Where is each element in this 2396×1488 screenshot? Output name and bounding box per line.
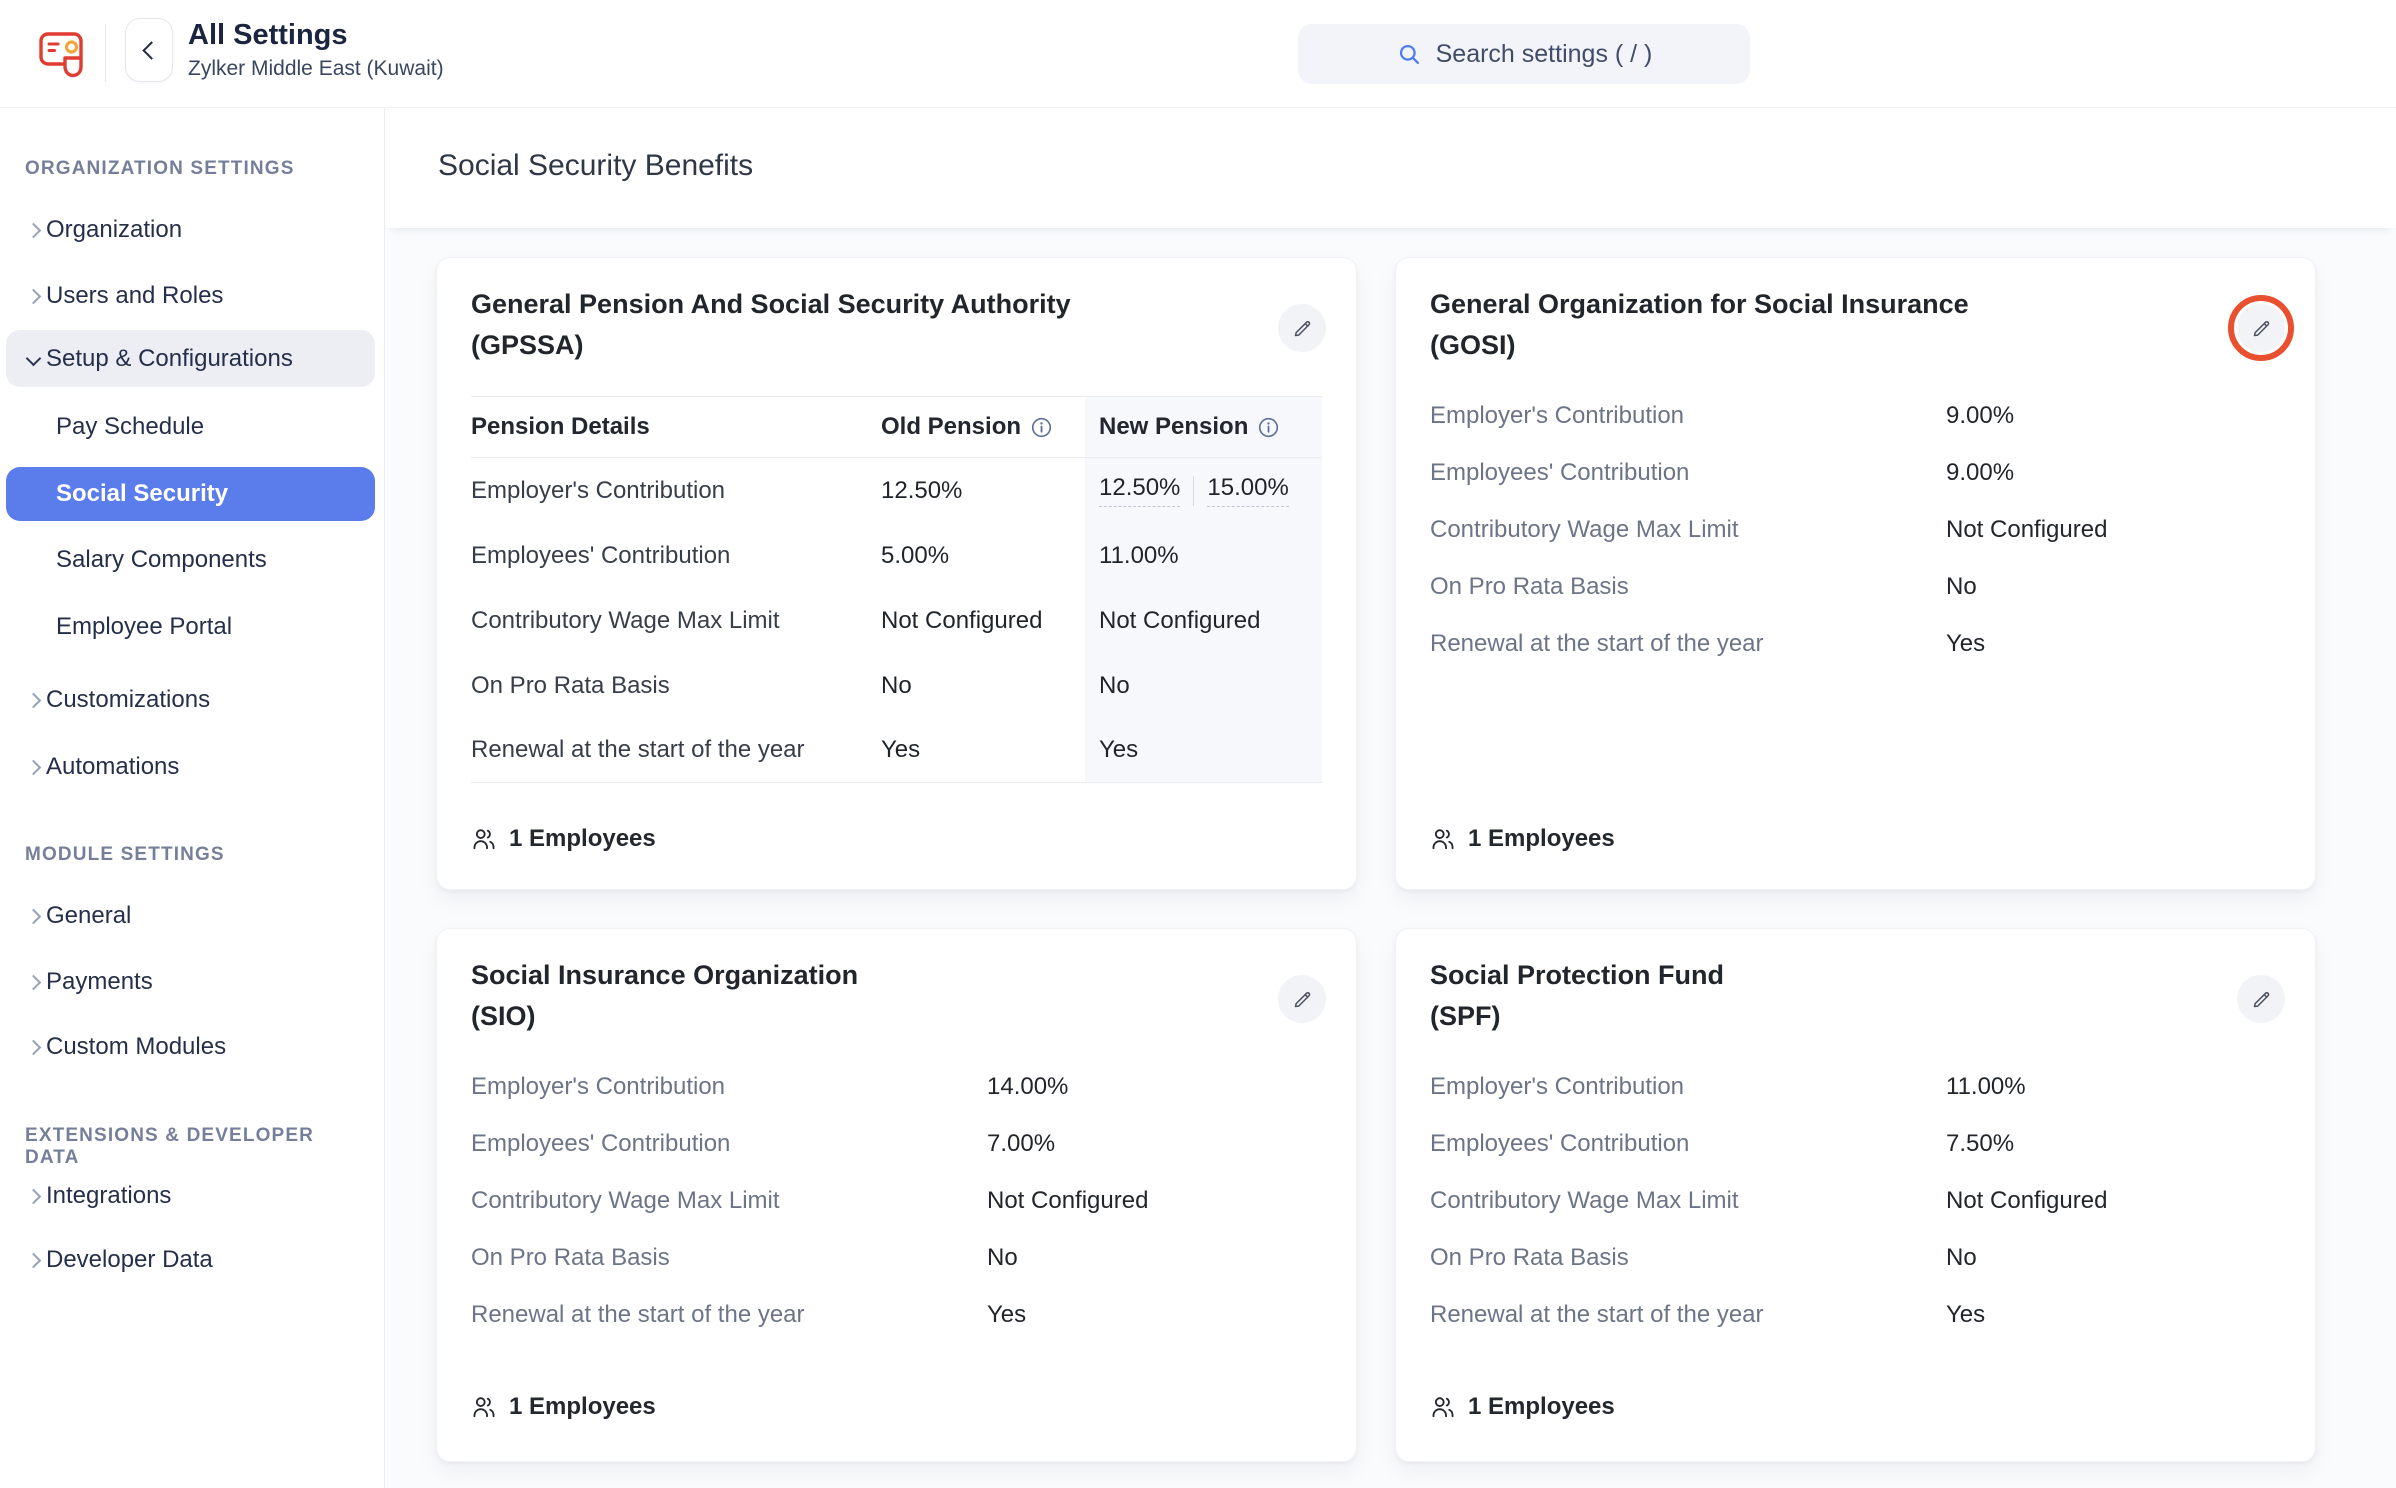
search-settings-input[interactable]: Search settings ( / ) bbox=[1298, 24, 1750, 84]
sidebar-item-integrations[interactable]: Integrations bbox=[6, 1171, 375, 1221]
chevron-right-icon bbox=[6, 1252, 46, 1268]
chevron-right-icon bbox=[6, 1039, 46, 1055]
edit-sio-button[interactable] bbox=[1278, 975, 1326, 1023]
chevron-right-icon bbox=[6, 759, 46, 775]
sidebar-item-salary-components[interactable]: Salary Components bbox=[56, 546, 267, 573]
card-gpssa: General Pension And Social Security Auth… bbox=[436, 257, 1357, 890]
pension-table: Pension Details Old Pension New Pens bbox=[471, 396, 1322, 783]
detail-row: Employees' Contribution 7.50% bbox=[1430, 1129, 2015, 1157]
detail-row: Contributory Wage Max Limit Not Configur… bbox=[471, 1186, 1149, 1214]
detail-row: Contributory Wage Max Limit Not Configur… bbox=[1430, 515, 2108, 543]
benefit-details: Employer's Contribution 9.00% Employees'… bbox=[1430, 387, 2281, 672]
table-row: Contributory Wage Max Limit Not Configur… bbox=[471, 588, 1322, 653]
old-pension-info-icon[interactable] bbox=[1031, 417, 1052, 438]
pension-table-header: Pension Details Old Pension New Pens bbox=[471, 396, 1322, 458]
header-divider bbox=[105, 24, 106, 82]
card-title: Social Protection Fund (SPF) bbox=[1430, 960, 1725, 1031]
pencil-icon bbox=[1291, 988, 1314, 1011]
card-title: Social Insurance Organization (SIO) bbox=[471, 960, 859, 1031]
table-row: Renewal at the start of the year Yes Yes bbox=[471, 718, 1322, 783]
edit-spf-button[interactable] bbox=[2237, 975, 2285, 1023]
detail-row: Employer's Contribution 14.00% bbox=[471, 1072, 1069, 1100]
detail-row: Employer's Contribution 9.00% bbox=[1430, 401, 2015, 429]
header-titles: All Settings Zylker Middle East (Kuwait) bbox=[188, 16, 444, 84]
employees-count-link[interactable]: 1 Employees bbox=[471, 1393, 656, 1421]
sidebar-item-organization[interactable]: Organization bbox=[6, 205, 375, 255]
cards-area: General Pension And Social Security Auth… bbox=[385, 228, 2396, 1488]
edit-gpssa-button[interactable] bbox=[1278, 304, 1326, 352]
detail-row: Renewal at the start of the year Yes bbox=[471, 1300, 1027, 1328]
detail-row: On Pro Rata Basis No bbox=[1430, 572, 1977, 600]
sidebar-item-social-security[interactable]: Social Security bbox=[6, 467, 375, 521]
chevron-right-icon bbox=[6, 1188, 46, 1204]
top-bar: All Settings Zylker Middle East (Kuwait)… bbox=[0, 0, 2396, 108]
sidebar-item-general[interactable]: General bbox=[6, 891, 375, 941]
pencil-icon bbox=[1291, 317, 1314, 340]
sidebar-item-payments[interactable]: Payments bbox=[6, 957, 375, 1007]
sidebar-section-module-settings: MODULE SETTINGS bbox=[25, 844, 225, 865]
card-gosi: General Organization for Social Insuranc… bbox=[1395, 257, 2316, 890]
detail-row: On Pro Rata Basis No bbox=[1430, 1243, 1977, 1271]
chevron-down-icon bbox=[6, 350, 46, 367]
detail-row: Renewal at the start of the year Yes bbox=[1430, 629, 1986, 657]
employees-icon bbox=[471, 826, 497, 852]
table-row: On Pro Rata Basis No No bbox=[471, 653, 1322, 718]
detail-row: On Pro Rata Basis No bbox=[471, 1243, 1018, 1271]
pension-table-body: Employer's Contribution 12.50% 12.50% 15… bbox=[471, 458, 1322, 783]
sidebar-section-organization-settings: ORGANIZATION SETTINGS bbox=[25, 158, 295, 179]
employees-count-link[interactable]: 1 Employees bbox=[1430, 825, 1615, 853]
new-pension-revised-value[interactable]: 15.00% bbox=[1207, 474, 1289, 507]
back-button[interactable] bbox=[125, 18, 173, 82]
benefit-details: Employer's Contribution 14.00% Employees… bbox=[471, 1058, 1322, 1343]
search-icon bbox=[1396, 41, 1423, 68]
table-row: Employer's Contribution 12.50% 12.50% 15… bbox=[471, 458, 1322, 523]
chevron-right-icon bbox=[6, 692, 46, 708]
sidebar-item-pay-schedule[interactable]: Pay Schedule bbox=[56, 413, 205, 440]
card-spf: Social Protection Fund (SPF) Employer's … bbox=[1395, 928, 2316, 1462]
value-separator bbox=[1193, 475, 1195, 506]
card-title: General Organization for Social Insuranc… bbox=[1430, 289, 1969, 360]
sidebar-item-customizations[interactable]: Customizations bbox=[6, 675, 375, 725]
employees-icon bbox=[1430, 826, 1456, 852]
detail-row: Employer's Contribution 11.00% bbox=[1430, 1072, 2026, 1100]
employees-icon bbox=[1430, 1394, 1456, 1420]
detail-row: Contributory Wage Max Limit Not Configur… bbox=[1430, 1186, 2108, 1214]
search-placeholder: Search settings ( / ) bbox=[1435, 39, 1653, 68]
new-pension-current-value[interactable]: 12.50% bbox=[1099, 474, 1181, 507]
employees-icon bbox=[471, 1394, 497, 1420]
new-pension-info-icon[interactable] bbox=[1258, 417, 1279, 438]
sidebar-item-setup-configurations[interactable]: Setup & Configurations bbox=[6, 330, 375, 387]
card-title: General Pension And Social Security Auth… bbox=[471, 289, 1071, 360]
benefit-details: Employer's Contribution 11.00% Employees… bbox=[1430, 1058, 2281, 1343]
edit-gosi-button[interactable] bbox=[2228, 295, 2294, 361]
sidebar-section-extensions-developer-data: EXTENSIONS & DEVELOPER DATA bbox=[25, 1125, 315, 1168]
pencil-icon bbox=[2250, 317, 2273, 340]
chevron-left-icon bbox=[141, 40, 161, 60]
chevron-right-icon bbox=[6, 908, 46, 924]
employees-count-link[interactable]: 1 Employees bbox=[471, 825, 656, 853]
sidebar-item-custom-modules[interactable]: Custom Modules bbox=[6, 1022, 375, 1072]
page-title: Social Security Benefits bbox=[438, 149, 754, 182]
detail-row: Employees' Contribution 9.00% bbox=[1430, 458, 2015, 486]
payroll-logo-icon[interactable] bbox=[38, 27, 86, 81]
detail-row: Renewal at the start of the year Yes bbox=[1430, 1300, 1986, 1328]
page-header-title: All Settings bbox=[188, 19, 348, 51]
organization-name: Zylker Middle East (Kuwait) bbox=[188, 57, 444, 80]
sidebar-item-automations[interactable]: Automations bbox=[6, 742, 375, 792]
sidebar-item-users-and-roles[interactable]: Users and Roles bbox=[6, 271, 375, 321]
chevron-right-icon bbox=[6, 974, 46, 990]
employees-count-link[interactable]: 1 Employees bbox=[1430, 1393, 1615, 1421]
settings-sidebar: ORGANIZATION SETTINGS Organization Users… bbox=[0, 108, 385, 1488]
chevron-right-icon bbox=[6, 222, 46, 238]
detail-row: Employees' Contribution 7.00% bbox=[471, 1129, 1056, 1157]
pencil-icon bbox=[2250, 988, 2273, 1011]
card-sio: Social Insurance Organization (SIO) Empl… bbox=[436, 928, 1357, 1462]
sidebar-item-employee-portal[interactable]: Employee Portal bbox=[56, 613, 233, 640]
chevron-right-icon bbox=[6, 288, 46, 304]
table-row: Employees' Contribution 5.00% 11.00% bbox=[471, 523, 1322, 588]
sidebar-item-developer-data[interactable]: Developer Data bbox=[6, 1235, 375, 1285]
page-title-bar: Social Security Benefits bbox=[385, 108, 2396, 228]
